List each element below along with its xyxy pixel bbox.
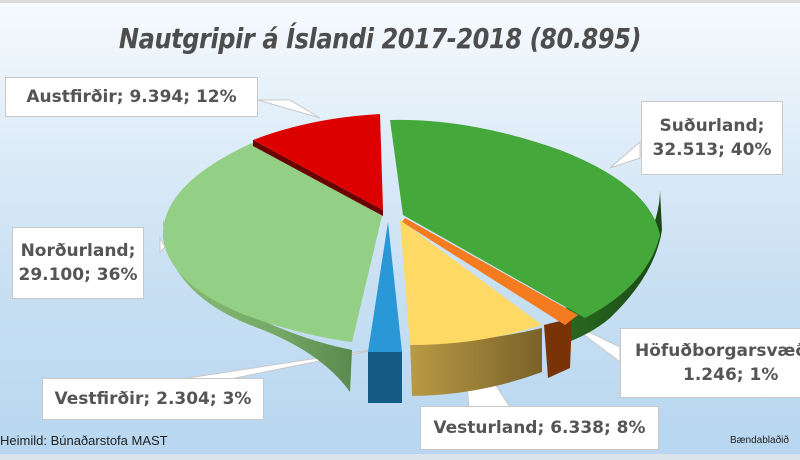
label-text: Austfirðir; 9.394; 12% <box>26 87 237 107</box>
data-label-hofudborg: Höfuðborgarsvæði 1.246; 1% <box>620 328 800 398</box>
slice-austfirdir[interactable] <box>253 114 383 210</box>
data-label-sudurland: Suðurland; 32.513; 40% <box>641 101 783 175</box>
top-border <box>0 0 800 3</box>
source-note: Heimild: Búnaðarstofa MAST <box>0 433 168 448</box>
label-text: Vesturland; 6.338; 8% <box>433 418 646 438</box>
label-text: 1.246; 1% <box>683 365 779 385</box>
data-label-austfirdir: Austfirðir; 9.394; 12% <box>5 77 258 117</box>
slice-sudurland[interactable] <box>390 119 660 318</box>
slice-nordurland[interactable] <box>162 143 382 342</box>
label-text: 32.513; 40% <box>652 140 772 160</box>
label-text: 29.100; 36% <box>18 265 138 285</box>
slice-hofudborg[interactable] <box>402 218 578 325</box>
label-text: Höfuðborgarsvæði <box>635 341 800 361</box>
slice-vestfirdir[interactable] <box>368 222 402 352</box>
credit-note: Bændablaðið <box>730 435 789 446</box>
label-text: Norðurland; <box>20 241 136 261</box>
slice-vesturland[interactable] <box>400 220 542 345</box>
slice-side-nordurland <box>163 218 352 392</box>
chart-title: Nautgripir á Íslandi 2017-2018 (80.895) <box>118 22 642 55</box>
label-text: Vestfirðir; 2.304; 3% <box>54 389 252 409</box>
bottom-border <box>0 454 800 460</box>
slice-side-hofudborg <box>544 318 572 378</box>
slice-side-austfirdir <box>253 140 383 216</box>
slice-side-vesturland <box>410 328 542 396</box>
slice-side-vestfirdir <box>368 350 402 403</box>
data-label-vestfirdir: Vestfirðir; 2.304; 3% <box>42 378 264 420</box>
label-text: Suðurland; <box>659 116 765 136</box>
data-label-nordurland: Norðurland; 29.100; 36% <box>12 227 144 299</box>
data-label-vesturland: Vesturland; 6.338; 8% <box>420 406 659 450</box>
